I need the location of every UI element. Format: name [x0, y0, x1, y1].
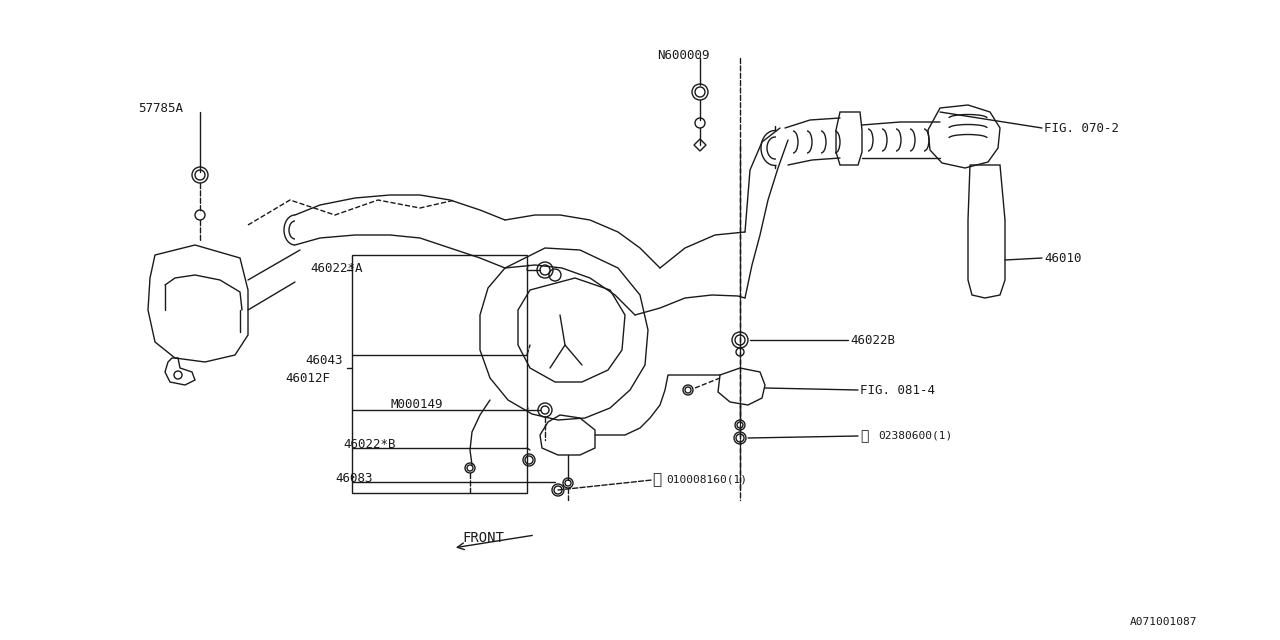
Text: FIG. 081-4: FIG. 081-4	[860, 383, 934, 397]
Text: FIG. 070-2: FIG. 070-2	[1044, 122, 1119, 134]
Text: M000149: M000149	[390, 399, 443, 412]
Bar	[352, 255, 527, 493]
Text: FRONT: FRONT	[462, 531, 504, 545]
Text: 46010: 46010	[1044, 252, 1082, 264]
Text: 02380600(1): 02380600(1)	[878, 431, 952, 441]
Text: N600009: N600009	[657, 49, 709, 61]
Text: 46022B: 46022B	[850, 333, 895, 346]
Text: Ⓑ: Ⓑ	[652, 472, 662, 488]
Text: A071001087: A071001087	[1130, 617, 1198, 627]
Text: 010008160(1): 010008160(1)	[666, 475, 748, 485]
Text: 46083: 46083	[335, 472, 372, 484]
Text: 57785A: 57785A	[138, 102, 183, 115]
Text: 46022*B: 46022*B	[343, 438, 396, 451]
Text: 46043: 46043	[305, 353, 343, 367]
Text: 46022*A: 46022*A	[310, 262, 362, 275]
Text: Ⓝ: Ⓝ	[860, 429, 868, 443]
Text: 46012F: 46012F	[285, 371, 330, 385]
